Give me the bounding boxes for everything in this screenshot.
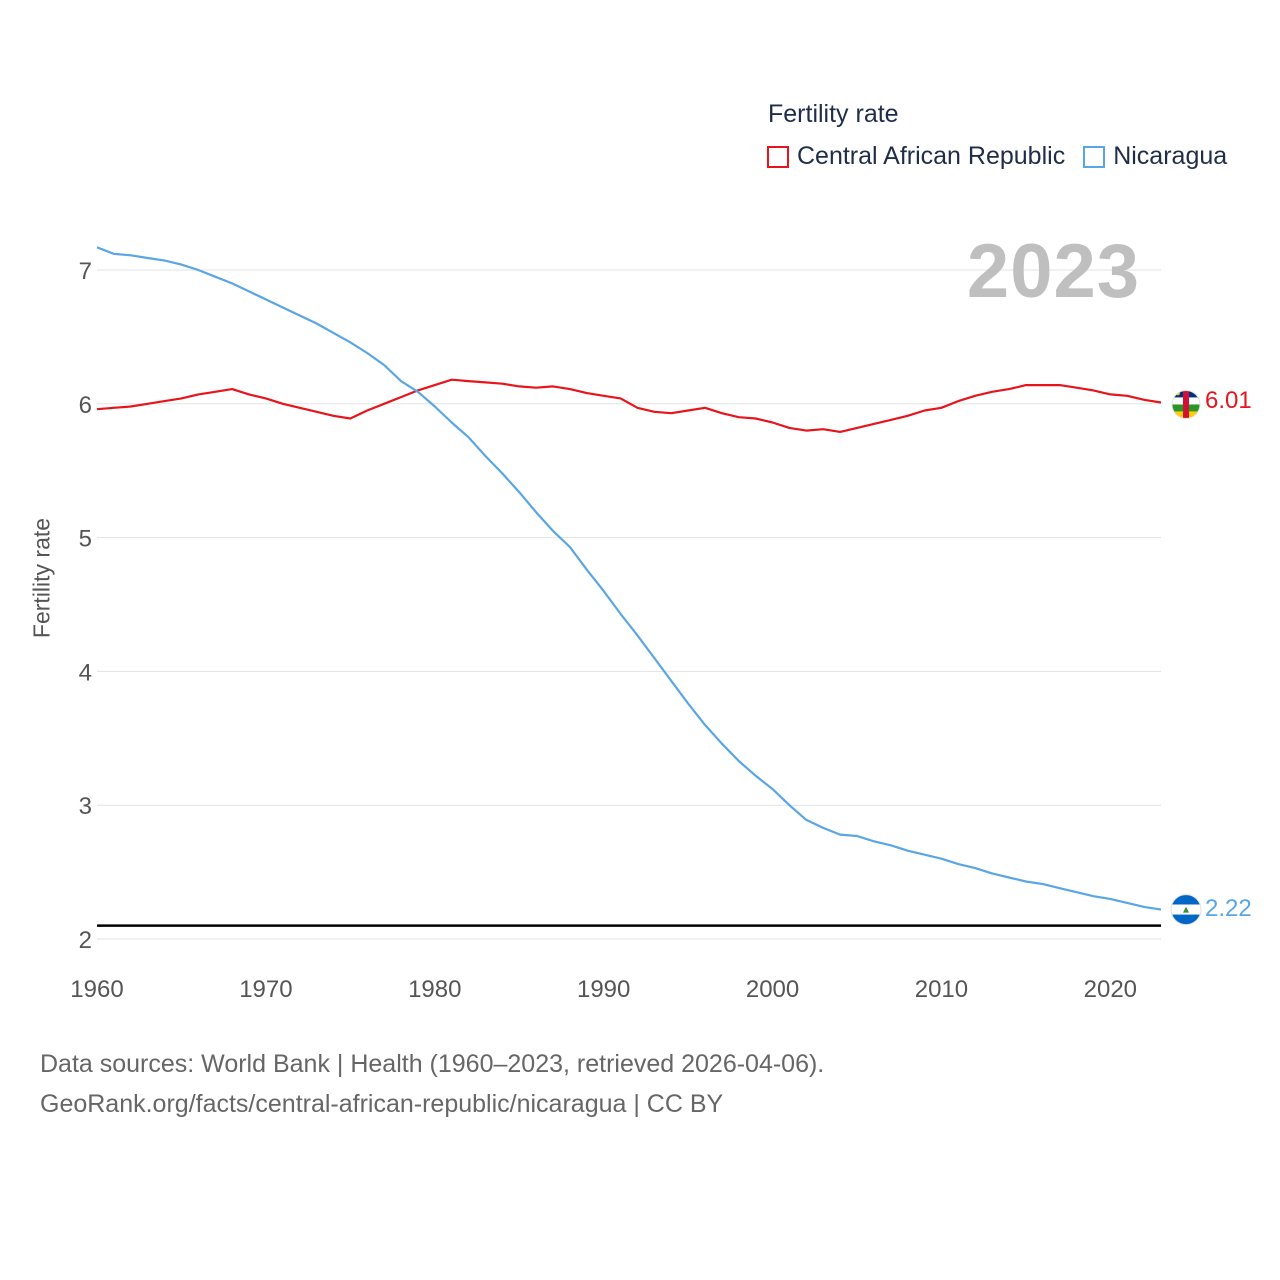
x-axis-ticks: 1960 1970 1980 1990 2000 2010 2020 xyxy=(70,976,1137,1003)
x-tick-2010: 2010 xyxy=(915,976,968,1003)
x-tick-1970: 1970 xyxy=(239,976,292,1003)
end-value-nicaragua: 2.22 xyxy=(1205,894,1252,922)
nicaragua-line xyxy=(96,246,1162,911)
legend: Central African Republic Nicaragua xyxy=(767,142,1245,171)
legend-item-car[interactable]: Central African Republic xyxy=(767,142,1065,171)
car-line xyxy=(96,378,1162,433)
data-sources: Data sources: World Bank | Health (1960–… xyxy=(40,1044,824,1124)
y-tick-5: 5 xyxy=(79,526,92,553)
x-tick-1960: 1960 xyxy=(70,976,123,1003)
y-tick-4: 4 xyxy=(79,659,92,686)
x-tick-1990: 1990 xyxy=(577,976,630,1003)
legend-swatch-nicaragua xyxy=(1083,145,1106,168)
gridlines xyxy=(97,269,1161,940)
end-flags xyxy=(1170,389,1202,926)
y-tick-2: 2 xyxy=(79,927,92,954)
y-axis-label: Fertility rate xyxy=(28,517,55,639)
end-value-car: 6.01 xyxy=(1205,387,1252,415)
legend-item-nicaragua[interactable]: Nicaragua xyxy=(1083,142,1227,171)
nicaragua-flag-icon xyxy=(1171,894,1201,925)
y-tick-6: 6 xyxy=(79,392,92,419)
x-tick-1980: 1980 xyxy=(408,976,461,1003)
y-tick-3: 3 xyxy=(79,793,92,820)
legend-label-nicaragua: Nicaragua xyxy=(1113,142,1228,170)
legend-label-car: Central African Republic xyxy=(797,142,1066,170)
legend-swatch-car xyxy=(767,145,789,168)
x-tick-2000: 2000 xyxy=(746,976,799,1003)
sources-line-2[interactable]: GeoRank.org/facts/central-african-republ… xyxy=(40,1090,724,1118)
y-axis-ticks: 2 3 4 5 6 7 xyxy=(79,258,92,954)
series-lines xyxy=(96,246,1162,911)
sources-line-1: Data sources: World Bank | Health (1960–… xyxy=(40,1050,825,1078)
year-watermark: 2023 xyxy=(966,229,1140,314)
y-tick-7: 7 xyxy=(79,258,92,285)
x-tick-2020: 2020 xyxy=(1084,976,1137,1003)
legend-title: Fertility rate xyxy=(768,100,899,128)
